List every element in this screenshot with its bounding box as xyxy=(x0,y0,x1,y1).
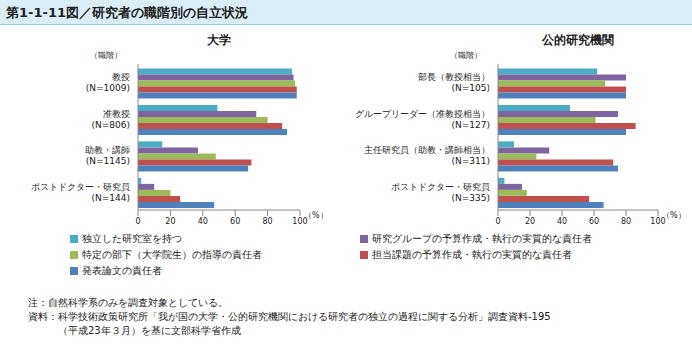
svg-text:40: 40 xyxy=(198,217,208,226)
svg-text:助教・講師(N=1145): 助教・講師(N=1145) xyxy=(85,145,130,166)
html-text:（職階）: （職階） xyxy=(450,51,482,60)
svg-text:20: 20 xyxy=(525,217,535,226)
html-text:公的研究機関: 公的研究機関 xyxy=(542,33,614,47)
html-text:発表論文の責任者: 発表論文の責任者 xyxy=(82,265,162,276)
svg-text:100: 100 xyxy=(650,217,665,226)
svg-text:ポストドクター・研究員(N=335): ポストドクター・研究員(N=335) xyxy=(391,182,490,203)
svg-text:准教授(N=806): 准教授(N=806) xyxy=(92,109,130,130)
html-text:独立した研究室を持つ: 独立した研究室を持つ xyxy=(82,233,182,244)
html-text:大学: 大学 xyxy=(207,33,231,47)
svg-text:100: 100 xyxy=(292,217,307,226)
svg-text:グループリーダー（准教授相当）(N=127): グループリーダー（准教授相当）(N=127) xyxy=(355,109,490,130)
html-text:注：自然科学系のみを調査対象としている。: 注：自然科学系のみを調査対象としている。 xyxy=(28,297,228,308)
svg-text:60: 60 xyxy=(589,217,599,226)
svg-text:80: 80 xyxy=(621,217,631,226)
svg-text:ポストドクター・研究員(N=144): ポストドクター・研究員(N=144) xyxy=(31,182,130,203)
svg-text:60: 60 xyxy=(230,217,240,226)
svg-text:20: 20 xyxy=(165,217,175,226)
svg-text:教授(N=1009): 教授(N=1009) xyxy=(86,72,130,93)
html-text:特定の部下（大学院生）の指導の責任者: 特定の部下（大学院生）の指導の責任者 xyxy=(82,249,262,260)
svg-text:主任研究員（助教・講師相当）(N=311): 主任研究員（助教・講師相当）(N=311) xyxy=(364,145,490,166)
svg-text:部長（教授相当）(N=105): 部長（教授相当）(N=105) xyxy=(418,72,490,93)
html-text:担当課題の予算作成・執行の実質的な責任者: 担当課題の予算作成・執行の実質的な責任者 xyxy=(372,249,572,260)
svg-text:40: 40 xyxy=(557,217,567,226)
html-text:（職階）: （職階） xyxy=(90,51,122,60)
svg-text:0: 0 xyxy=(135,217,140,226)
html-text:（平成23年３月）を基に文部科学省作成: （平成23年３月）を基に文部科学省作成 xyxy=(58,325,241,336)
svg-text:0: 0 xyxy=(495,217,500,226)
html-text:第1-1-11図／研究者の職階別の自立状況: 第1-1-11図／研究者の職階別の自立状況 xyxy=(6,5,248,20)
html-text:研究グループの予算作成・執行の実質的な責任者: 研究グループの予算作成・執行の実質的な責任者 xyxy=(372,233,592,244)
svg-text:80: 80 xyxy=(263,217,273,226)
html-text:資料：科学技術政策研究所「我が国の大学・公的研究機関における: 資料：科学技術政策研究所「我が国の大学・公的研究機関における研究者の独立の過程に… xyxy=(28,311,551,322)
